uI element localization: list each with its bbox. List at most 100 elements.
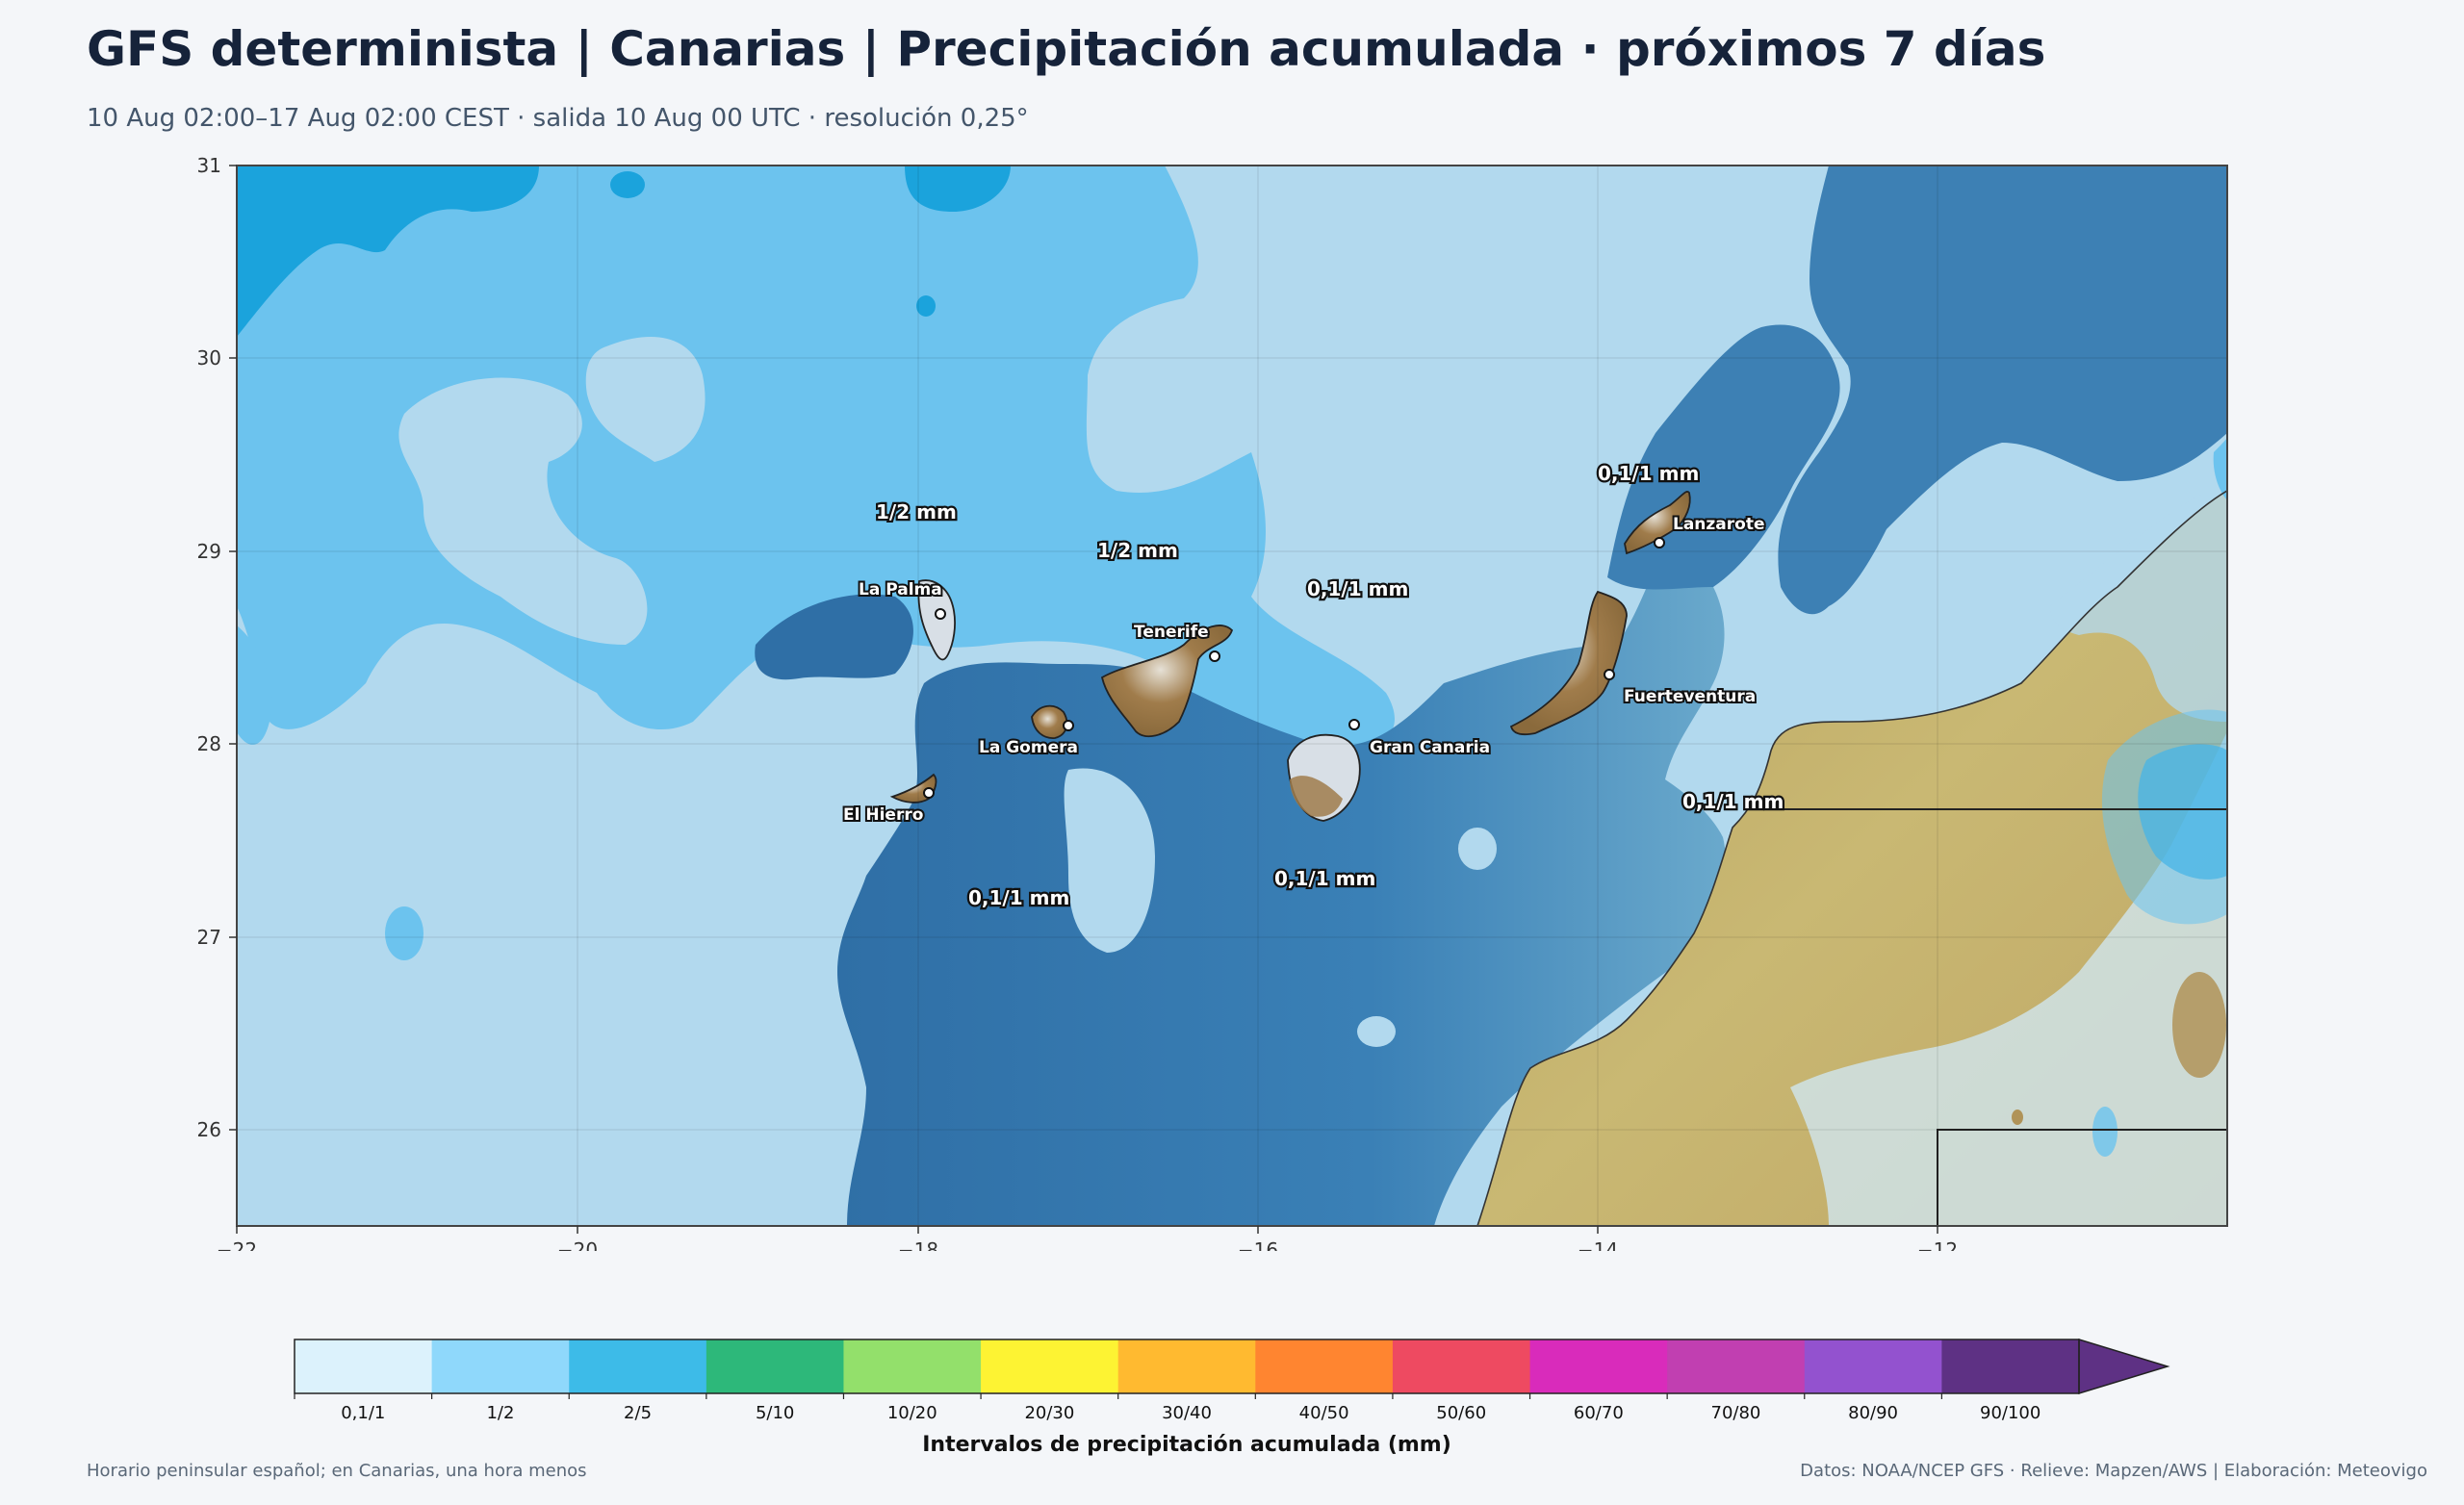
marker-el-hierro [923, 787, 935, 799]
legend-swatch [1392, 1339, 1531, 1393]
legend-extend-arrow [2078, 1338, 2170, 1395]
capital-markers [923, 537, 1665, 799]
x-axis: −22 −20 −18 −16 −14 −12 [217, 1226, 1958, 1251]
precipitation-map: −22 −20 −18 −16 −14 −12 31 30 29 28 27 2… [0, 144, 2464, 1251]
rain-label: 0,1/1 mm [1682, 790, 1784, 813]
field-0-1-1-gap-b [585, 337, 706, 462]
chart-title: GFS determinista | Canarias | Precipitac… [87, 21, 2046, 77]
field-dry-sea-w [755, 594, 913, 680]
footer-note: Horario peninsular español; en Canarias,… [87, 1461, 587, 1481]
relief-small [2012, 1110, 2023, 1125]
field-2-5-blob [916, 295, 936, 317]
legend-swatch [431, 1339, 570, 1393]
field-1-2-e-tip [2213, 438, 2227, 500]
field-1-2-small [2092, 1107, 2118, 1157]
legend-swatch [706, 1339, 844, 1393]
marker-la-gomera [1063, 720, 1074, 731]
label-gran-canaria: Gran Canaria [1370, 738, 1490, 757]
y-tick-label: 29 [197, 540, 221, 563]
legend-swatch [1117, 1339, 1256, 1393]
legend-swatch [569, 1339, 707, 1393]
legend-swatch [1667, 1339, 1806, 1393]
legend-tick-label: 90/100 [1980, 1403, 2040, 1423]
label-lanzarote: Lanzarote [1673, 515, 1765, 534]
legend-swatch [295, 1339, 433, 1393]
field-hole-b [1458, 828, 1497, 870]
legend-swatch [1941, 1339, 2080, 1393]
island-fuerteventura [1509, 590, 1628, 736]
legend-swatch [1804, 1339, 1942, 1393]
label-la-palma: La Palma [859, 580, 942, 599]
rain-label: 0,1/1 mm [1274, 867, 1375, 890]
chart-subtitle: 10 Aug 02:00–17 Aug 02:00 CEST · salida … [87, 104, 1029, 133]
map-field [237, 166, 2227, 1226]
rain-label: 1/2 mm [876, 500, 957, 523]
field-0-1-1-africa [1790, 731, 2227, 1226]
field-0-1-1-coast [2050, 487, 2227, 722]
field-2-5-blob-b [610, 171, 645, 198]
x-tick-label: −18 [898, 1238, 938, 1251]
legend-tick-label: 5/10 [756, 1403, 794, 1423]
legend-tick-label: 40/50 [1299, 1403, 1349, 1423]
field-1-2-wedge [237, 625, 272, 745]
marker-tenerife [1209, 650, 1220, 662]
legend-labels: 0,1/1 1/2 2/5 5/10 10/20 20/30 30/40 40/50 50/60… [294, 1393, 2040, 1423]
colorbar-legend: 0,1/1 1/2 2/5 5/10 10/20 20/30 30/40 40/50 50/60… [0, 1328, 2464, 1463]
x-tick-label: −22 [217, 1238, 257, 1251]
border-sahara [1937, 1129, 2227, 1226]
graticule [237, 166, 2227, 1226]
legend-tick-label: 2/5 [624, 1403, 652, 1423]
legend-title: Intervalos de precipitación acumulada (m… [922, 1433, 1451, 1457]
y-tick-label: 26 [197, 1118, 221, 1141]
legend-frame [294, 1339, 2080, 1394]
legend-swatch [1529, 1339, 1668, 1393]
field-hole-c [1357, 1016, 1396, 1047]
y-tick-label: 31 [197, 154, 221, 177]
marker-gran-canaria [1348, 719, 1360, 730]
rain-labels: 1/2 mm 1/2 mm 0,1/1 mm 0,1/1 mm 0,1/1 mm… [874, 460, 1786, 912]
label-fuerteventura: Fuerteventura [1624, 687, 1756, 706]
marker-lanzarote [1654, 537, 1665, 548]
field-1-2-blob-w [385, 906, 424, 960]
legend-tick-label: 30/40 [1162, 1403, 1212, 1423]
legend-tick-label: 70/80 [1711, 1403, 1761, 1423]
rain-label: 0,1/1 mm [1307, 577, 1408, 600]
rain-label: 0,1/1 mm [968, 886, 1069, 909]
legend-tick-label: 80/90 [1848, 1403, 1898, 1423]
legend-swatches [295, 1339, 2080, 1393]
island-gran-canaria-relief [1290, 776, 1343, 817]
x-tick-label: −20 [557, 1238, 598, 1251]
label-tenerife: Tenerife [1134, 623, 1209, 642]
islands [889, 491, 1691, 822]
field-dry-sea-ne [1778, 166, 2227, 615]
marker-fuerteventura [1604, 669, 1615, 680]
x-tick-label: −12 [1917, 1238, 1958, 1251]
rain-label: 1/2 mm [1097, 539, 1178, 562]
y-tick-label: 30 [197, 346, 221, 370]
africa-coast [1476, 490, 2227, 1226]
x-tick-label: −14 [1578, 1238, 1618, 1251]
y-tick-label: 28 [197, 732, 221, 755]
y-axis: 31 30 29 28 27 26 [197, 154, 237, 1141]
map-frame [236, 165, 2228, 1227]
legend-tick-label: 1/2 [486, 1403, 514, 1423]
label-el-hierro: El Hierro [843, 805, 923, 825]
legend-tick-label: 20/30 [1024, 1403, 1074, 1423]
island-la-palma [917, 579, 956, 661]
field-2-5-nw [237, 166, 539, 337]
field-hole-a [1064, 768, 1155, 953]
legend-tick-label: 10/20 [887, 1403, 937, 1423]
legend-tick-label: 50/60 [1436, 1403, 1486, 1423]
rain-label: 0,1/1 mm [1598, 462, 1699, 485]
y-tick-label: 27 [197, 926, 221, 949]
legend-swatch [843, 1339, 982, 1393]
island-tenerife [1100, 625, 1234, 738]
legend-tick-label: 60/70 [1574, 1403, 1624, 1423]
relief-east [2172, 972, 2226, 1078]
island-labels: La Palma Tenerife La Gomera El Hierro Gr… [841, 513, 1767, 827]
label-la-gomera: La Gomera [979, 738, 1078, 757]
legend-swatch [1255, 1339, 1394, 1393]
legend-swatch [981, 1339, 1119, 1393]
x-tick-label: −16 [1238, 1238, 1278, 1251]
footer-credits: Datos: NOAA/NCEP GFS · Relieve: Mapzen/A… [1800, 1461, 2427, 1481]
